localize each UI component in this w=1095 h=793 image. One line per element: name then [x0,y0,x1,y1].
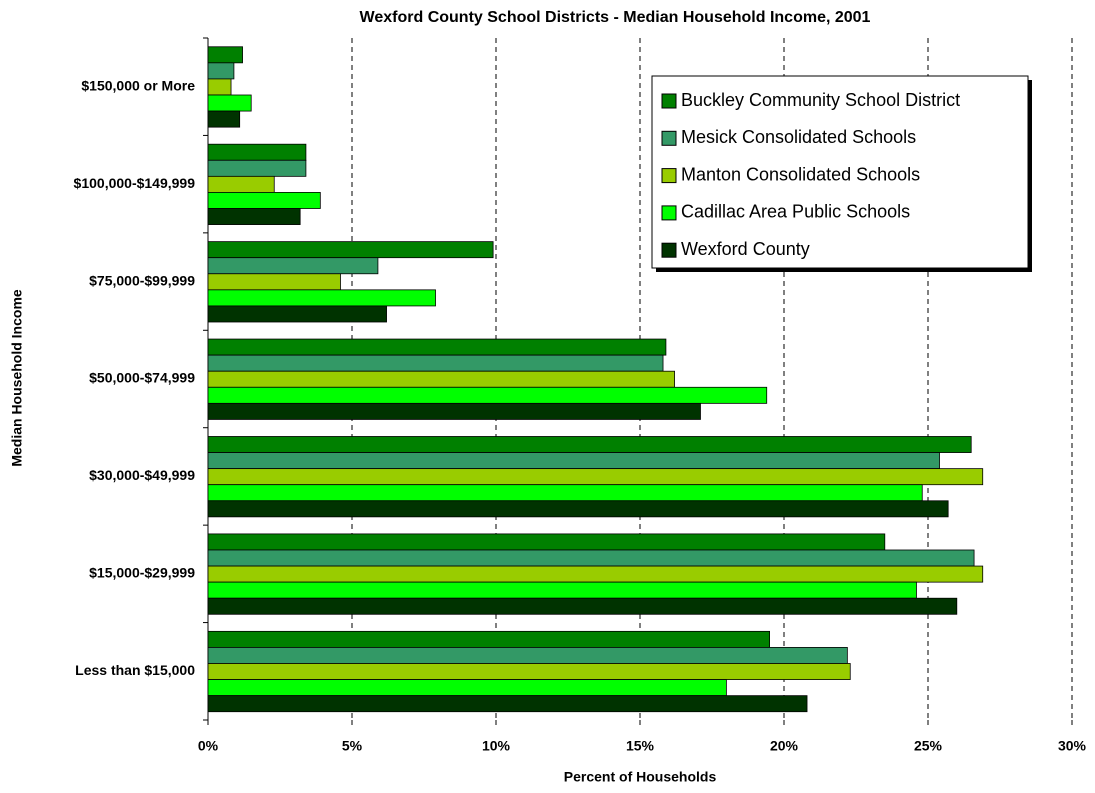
bar [207,679,727,697]
bar [207,62,235,80]
bar [207,581,917,599]
bar [207,663,851,680]
bar [207,402,701,420]
bar [207,549,975,567]
legend-swatch [661,205,677,221]
bar [207,94,252,112]
bar [207,533,886,551]
bar [207,46,243,64]
legend-swatch [661,242,677,258]
legend [651,75,1029,269]
x-tick-label: 20% [770,738,799,754]
bar [207,289,436,307]
x-tick-label: 5% [342,738,363,754]
bar [207,695,808,713]
bar [207,630,770,648]
y-tick-label: $15,000-$29,999 [89,565,195,581]
x-tick-label: 25% [914,738,943,754]
x-tick-label: 30% [1058,738,1087,754]
bar [207,305,387,323]
y-tick-label: $50,000-$74,999 [89,370,195,386]
bar [207,452,940,470]
bar [207,273,341,291]
bar [207,354,664,372]
bar [207,143,307,161]
x-tick-label: 15% [626,738,655,754]
y-tick-label: Less than $15,000 [75,662,195,678]
bar [207,78,232,96]
legend-swatch [661,168,677,184]
bar [207,175,275,193]
y-tick-label: $30,000-$49,999 [89,467,195,483]
bar [207,338,667,356]
bar [207,257,379,275]
y-tick-label: $75,000-$99,999 [89,272,195,288]
bar [207,159,307,177]
legend-label: Buckley Community School District [681,90,960,110]
y-axis-title: Median Household Income [9,289,25,467]
bar [207,192,321,209]
y-tick-label: $150,000 or More [81,77,195,93]
legend-label: Cadillac Area Public Schools [681,202,910,222]
chart-title: Wexford County School Districts - Median… [360,9,871,26]
bar [207,500,949,518]
bar [207,370,675,388]
x-tick-label: 0% [198,738,219,754]
bar [207,436,972,453]
x-axis-title: Percent of Households [564,769,717,785]
bar [207,565,984,583]
legend-swatch [661,130,677,146]
legend-swatch [661,93,677,109]
legend-label: Manton Consolidated Schools [681,164,920,184]
bar [207,208,301,225]
bar [207,647,848,664]
bar [207,241,494,259]
x-tick-label: 10% [482,738,511,754]
bar [207,484,923,502]
y-tick-label: $100,000-$149,999 [74,175,196,191]
legend-label: Wexford County [681,239,810,259]
bar [207,597,958,615]
legend-label: Mesick Consolidated Schools [681,127,916,147]
bar [207,386,768,404]
bar [207,468,984,486]
bar [207,110,241,128]
